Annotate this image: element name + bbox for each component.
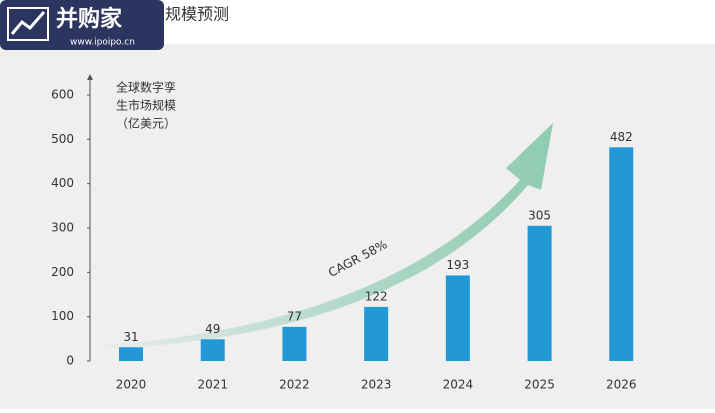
chart-panel <box>0 44 715 409</box>
value-label: 482 <box>610 130 633 144</box>
logo-icon <box>7 7 49 41</box>
x-tick-label: 2020 <box>116 378 147 392</box>
y-tick-label: 0 <box>66 354 74 368</box>
x-tick-label: 2021 <box>197 378 228 392</box>
logo-text: 并购家 <box>56 6 123 32</box>
value-label: 193 <box>446 258 469 272</box>
axis-label: 生市场规模 <box>116 98 176 113</box>
growth-arrow <box>100 123 553 349</box>
y-tick-label: 200 <box>51 265 74 279</box>
logo-bg <box>0 0 164 50</box>
bar <box>364 306 389 361</box>
logo-url: www.ipoipo.cn <box>70 38 135 48</box>
x-tick-label: 2025 <box>524 378 555 392</box>
y-tick-label: 300 <box>51 221 74 235</box>
y-tick-label: 400 <box>51 176 74 190</box>
x-tick-label: 2026 <box>606 378 637 392</box>
axis-label: 全球数字孪 <box>116 80 176 95</box>
bar <box>200 339 225 361</box>
bar <box>282 326 307 361</box>
y-axis-arrow <box>87 74 93 80</box>
y-tick-label: 500 <box>51 132 74 146</box>
x-tick-label: 2024 <box>443 378 474 392</box>
y-tick-label: 100 <box>51 309 74 323</box>
value-label: 77 <box>287 309 302 323</box>
bar <box>609 147 634 361</box>
x-tick-label: 2023 <box>361 378 392 392</box>
value-label: 31 <box>123 330 138 344</box>
page-title: 规模预测 <box>165 5 229 24</box>
bar <box>527 225 552 361</box>
value-label: 122 <box>365 289 388 303</box>
logo: 并购家 www.ipoipo.cn <box>0 0 164 50</box>
x-tick-label: 2022 <box>279 378 310 392</box>
value-label: 305 <box>528 208 551 222</box>
axis-label: （亿美元） <box>116 116 176 131</box>
bar <box>119 347 143 361</box>
value-label: 49 <box>205 322 220 336</box>
logo-icon-line <box>10 11 46 35</box>
y-tick-label: 600 <box>51 88 74 102</box>
bar <box>445 275 470 361</box>
